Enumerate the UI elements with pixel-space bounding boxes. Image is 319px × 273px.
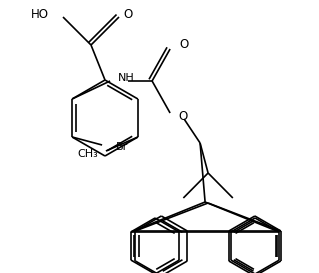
Text: O: O [123,8,133,22]
Text: O: O [178,111,187,123]
Text: CH₃: CH₃ [77,149,98,159]
Text: NH: NH [118,73,135,83]
Text: Br: Br [116,142,128,152]
Text: O: O [179,38,188,52]
Text: HO: HO [31,8,49,22]
